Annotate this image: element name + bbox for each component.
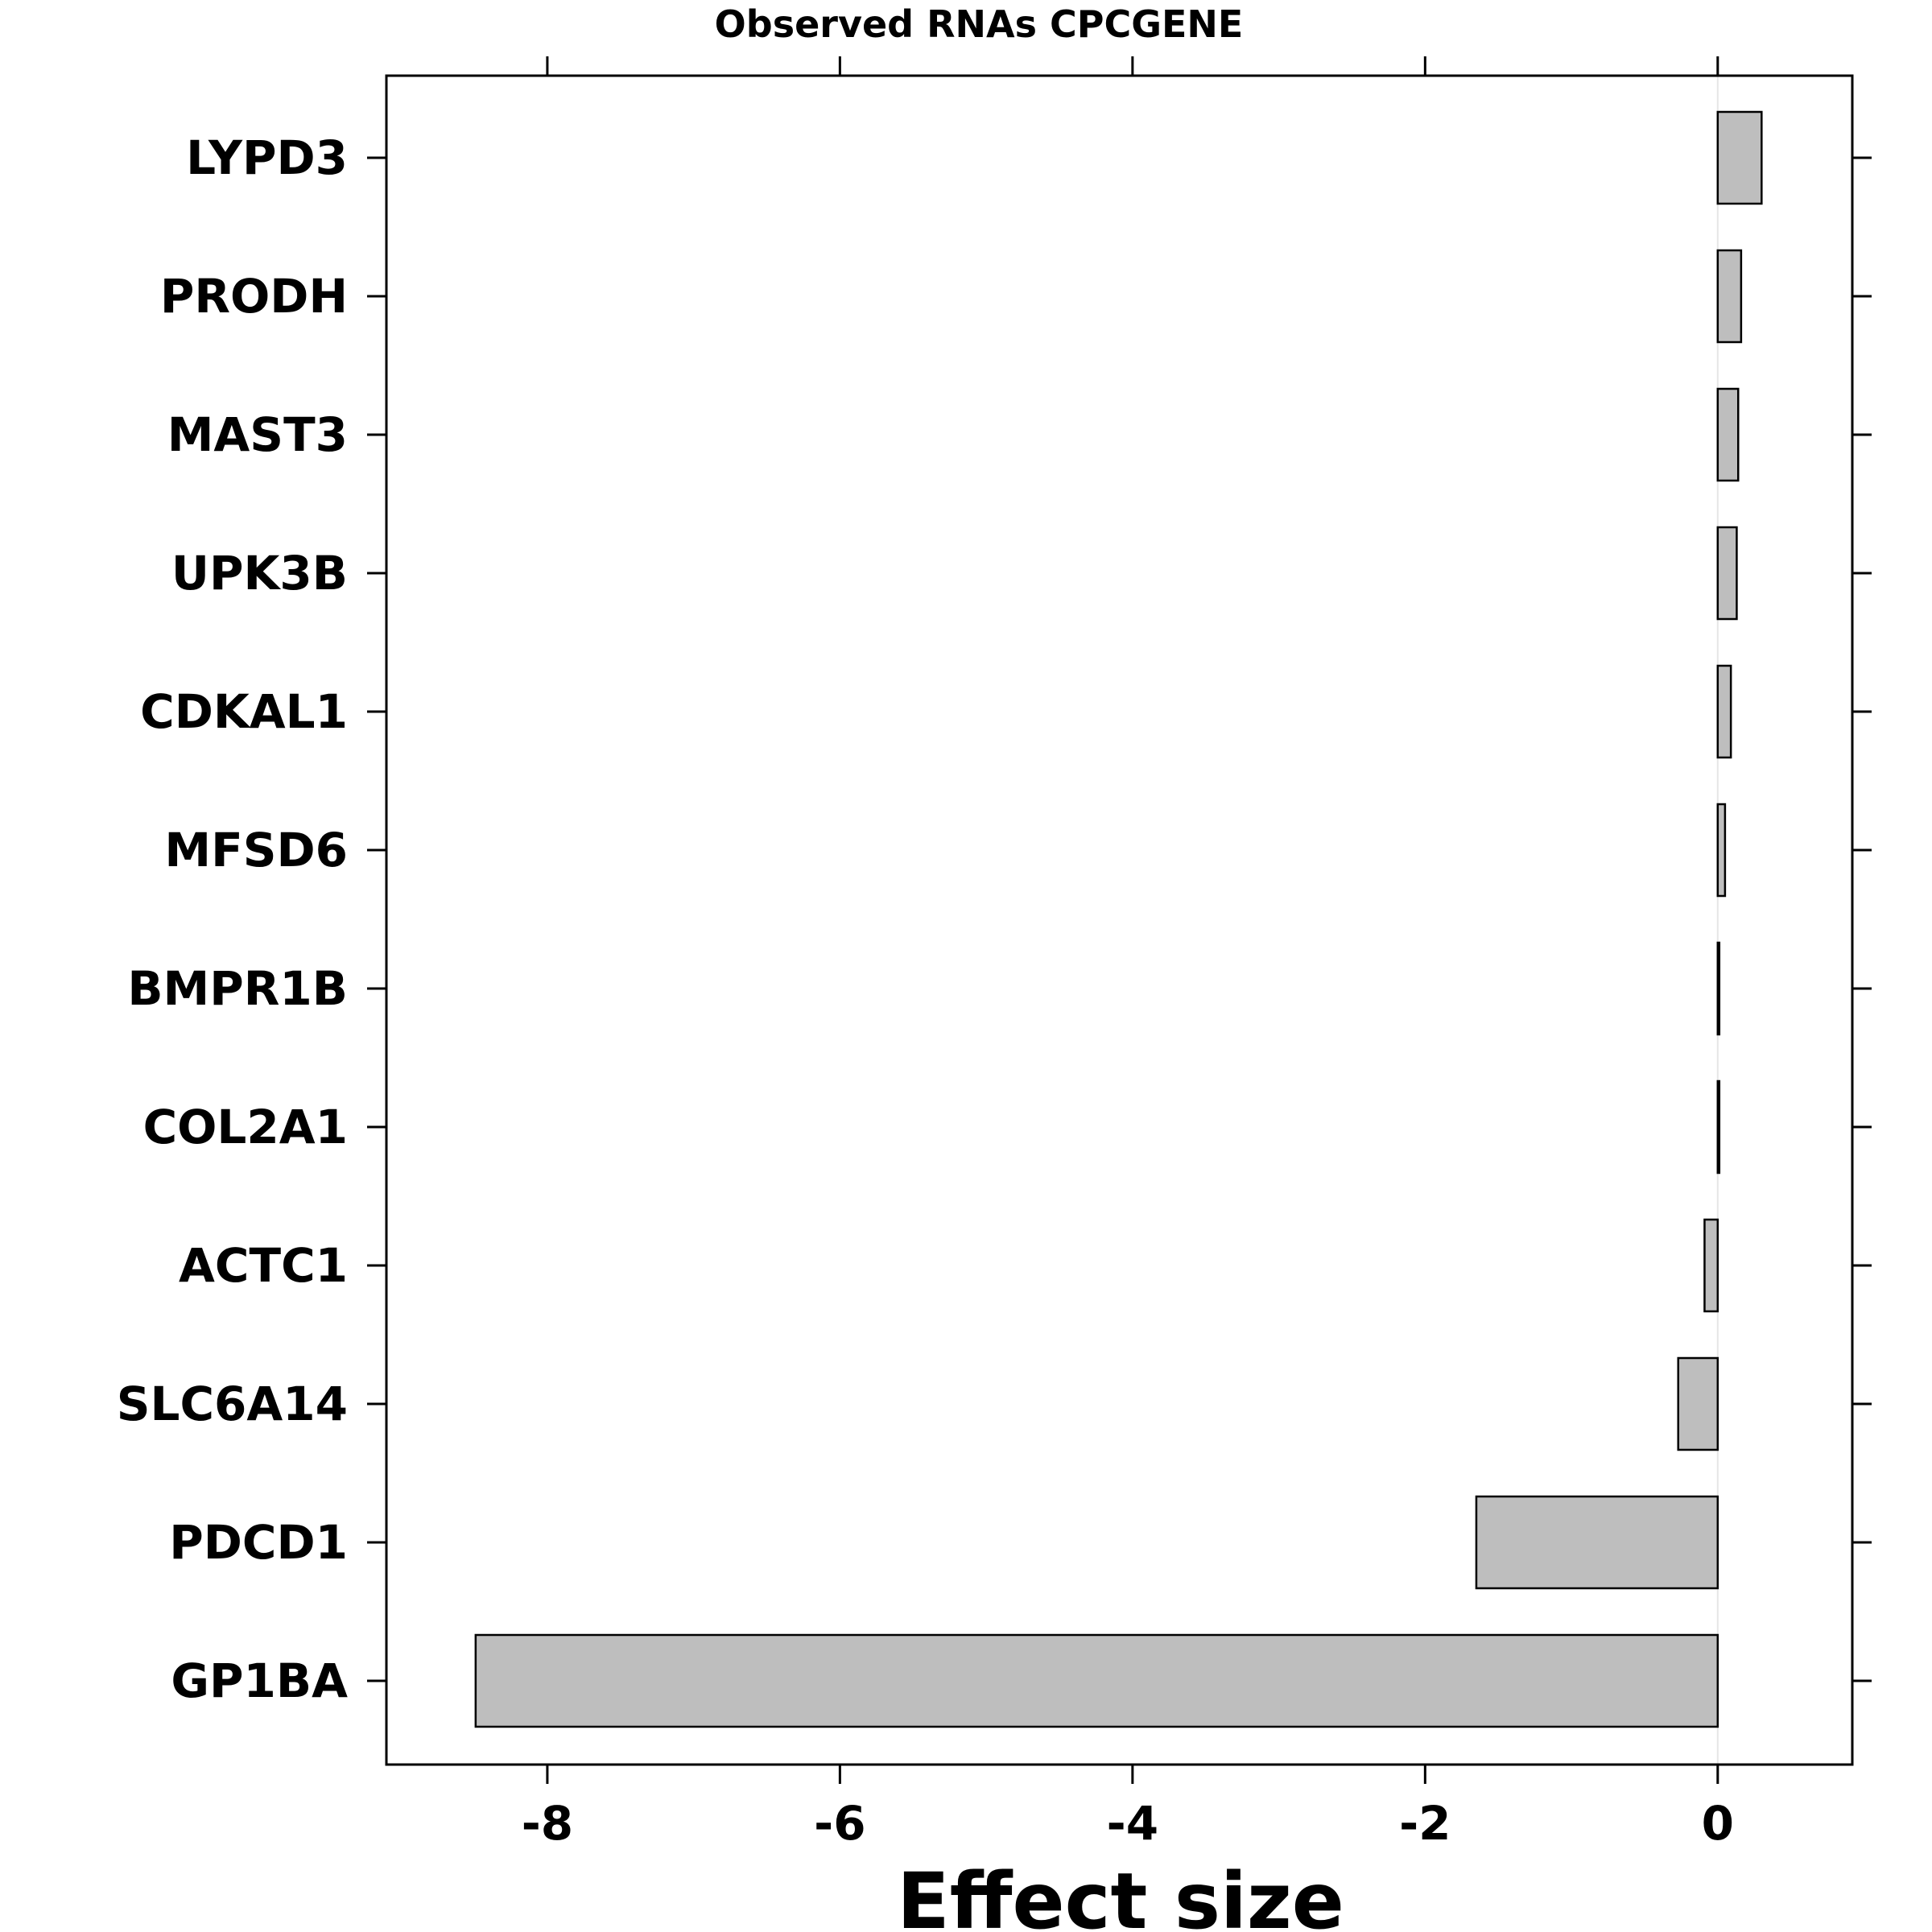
category-labels: LYPD3 PRODH MAST3 UPK3B CDKAL1 MFSD6 BMPR1B COL… <box>117 130 348 1708</box>
bar-cdkal1 <box>1716 664 1732 759</box>
bars-group <box>474 110 1763 1728</box>
chart-title: Observed RNAs CPCGENE <box>715 2 1244 46</box>
ticks-group <box>367 56 1872 1784</box>
plot-frame <box>385 74 1854 1766</box>
bar-gp1ba <box>474 1633 1719 1728</box>
x-tick-label: -6 <box>814 1796 865 1851</box>
x-tick-label: -8 <box>522 1796 573 1851</box>
category-label: PRODH <box>160 269 348 324</box>
category-label: UPK3B <box>171 546 348 601</box>
category-label: MAST3 <box>167 407 348 462</box>
x-axis-label: Effect size <box>897 1856 1344 1932</box>
category-label: BMPR1B <box>127 961 348 1016</box>
category-label: CDKAL1 <box>140 684 348 739</box>
bar-pdcd1 <box>1475 1495 1719 1590</box>
bar-bmpr1b <box>1716 941 1721 1036</box>
category-label: MFSD6 <box>164 823 348 877</box>
bar-prodh <box>1716 249 1743 344</box>
bar-lypd3 <box>1716 110 1763 205</box>
category-label: LYPD3 <box>186 130 348 185</box>
x-tick-label: -2 <box>1399 1796 1451 1851</box>
x-tick-label: 0 <box>1702 1796 1734 1851</box>
bar-actc1 <box>1703 1218 1719 1313</box>
category-label: COL2A1 <box>143 1100 348 1154</box>
bar-upk3b <box>1716 526 1738 621</box>
x-tick-label: -4 <box>1107 1796 1158 1851</box>
bar-col2a1 <box>1716 1080 1721 1174</box>
x-tick-labels: -8 -6 -4 -2 0 <box>522 1796 1734 1851</box>
category-label: GP1BA <box>171 1653 348 1708</box>
category-label: SLC6A14 <box>117 1377 348 1431</box>
category-label: ACTC1 <box>179 1238 348 1293</box>
bar-mfsd6 <box>1716 803 1727 898</box>
category-label: PDCD1 <box>169 1515 348 1570</box>
bar-mast3 <box>1716 387 1740 482</box>
bar-slc6a14 <box>1677 1356 1719 1451</box>
